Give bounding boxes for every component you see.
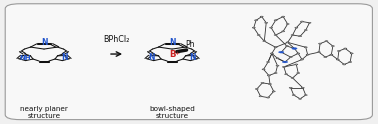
Circle shape bbox=[254, 20, 257, 21]
Circle shape bbox=[297, 73, 300, 74]
Circle shape bbox=[299, 36, 302, 37]
Text: NH: NH bbox=[20, 55, 31, 61]
Circle shape bbox=[318, 52, 321, 53]
Circle shape bbox=[260, 16, 263, 17]
Circle shape bbox=[276, 65, 279, 66]
Text: Ph: Ph bbox=[186, 40, 195, 49]
Circle shape bbox=[292, 48, 297, 49]
Text: N: N bbox=[169, 38, 175, 47]
Circle shape bbox=[252, 27, 255, 28]
Text: +: + bbox=[174, 51, 179, 56]
Circle shape bbox=[306, 54, 309, 55]
Circle shape bbox=[272, 91, 275, 92]
Circle shape bbox=[266, 97, 270, 98]
Text: N: N bbox=[189, 53, 195, 62]
Circle shape bbox=[304, 47, 307, 48]
Circle shape bbox=[336, 59, 339, 60]
Circle shape bbox=[308, 22, 311, 23]
Circle shape bbox=[279, 51, 284, 53]
Circle shape bbox=[263, 41, 266, 42]
Circle shape bbox=[267, 75, 270, 76]
Circle shape bbox=[274, 47, 277, 48]
Circle shape bbox=[292, 95, 295, 96]
Circle shape bbox=[274, 73, 277, 74]
Circle shape bbox=[301, 59, 304, 60]
Circle shape bbox=[301, 87, 304, 88]
Circle shape bbox=[338, 50, 341, 51]
Circle shape bbox=[295, 27, 298, 28]
Circle shape bbox=[304, 30, 307, 31]
Circle shape bbox=[304, 95, 307, 96]
Circle shape bbox=[282, 16, 285, 17]
Circle shape bbox=[274, 20, 277, 21]
Circle shape bbox=[324, 57, 327, 58]
Circle shape bbox=[285, 74, 288, 75]
Circle shape bbox=[286, 42, 289, 43]
Circle shape bbox=[262, 69, 265, 70]
Circle shape bbox=[344, 48, 347, 49]
Circle shape bbox=[319, 43, 322, 44]
Circle shape bbox=[297, 53, 300, 54]
Text: B: B bbox=[169, 50, 175, 59]
Circle shape bbox=[268, 84, 271, 85]
Circle shape bbox=[261, 82, 264, 83]
Circle shape bbox=[330, 54, 333, 55]
Circle shape bbox=[259, 96, 262, 97]
Text: BPhCl₂: BPhCl₂ bbox=[103, 35, 130, 44]
Text: N: N bbox=[149, 53, 155, 62]
Circle shape bbox=[350, 53, 353, 54]
Circle shape bbox=[325, 41, 328, 42]
Circle shape bbox=[299, 98, 302, 99]
Circle shape bbox=[301, 21, 304, 22]
Circle shape bbox=[295, 64, 298, 65]
Text: N: N bbox=[61, 53, 67, 62]
Circle shape bbox=[289, 87, 292, 88]
Circle shape bbox=[265, 22, 268, 23]
Circle shape bbox=[282, 31, 285, 32]
Text: nearly planer
structure: nearly planer structure bbox=[20, 106, 68, 119]
Circle shape bbox=[282, 61, 288, 63]
Circle shape bbox=[282, 66, 285, 67]
FancyBboxPatch shape bbox=[5, 4, 372, 120]
Circle shape bbox=[270, 53, 273, 54]
Circle shape bbox=[289, 57, 292, 58]
Circle shape bbox=[270, 27, 273, 28]
Text: bowl-shaped
structure: bowl-shaped structure bbox=[149, 106, 195, 119]
Text: N: N bbox=[41, 38, 47, 47]
Circle shape bbox=[276, 58, 279, 59]
Circle shape bbox=[343, 64, 345, 65]
